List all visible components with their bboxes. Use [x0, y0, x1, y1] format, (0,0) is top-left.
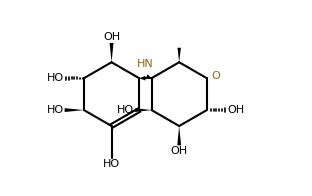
Text: HO: HO: [46, 73, 64, 83]
Text: HO: HO: [46, 105, 64, 115]
Text: HO: HO: [103, 159, 120, 169]
Text: OH: OH: [103, 32, 120, 42]
Polygon shape: [65, 108, 84, 112]
Polygon shape: [135, 108, 152, 112]
Polygon shape: [177, 126, 181, 145]
Polygon shape: [139, 76, 145, 81]
Text: O: O: [211, 71, 220, 81]
Text: OH: OH: [227, 105, 244, 115]
Text: HN: HN: [137, 60, 154, 70]
Polygon shape: [178, 48, 181, 62]
Polygon shape: [110, 43, 114, 62]
Polygon shape: [146, 74, 152, 78]
Text: OH: OH: [171, 146, 188, 156]
Text: HO: HO: [117, 105, 134, 115]
